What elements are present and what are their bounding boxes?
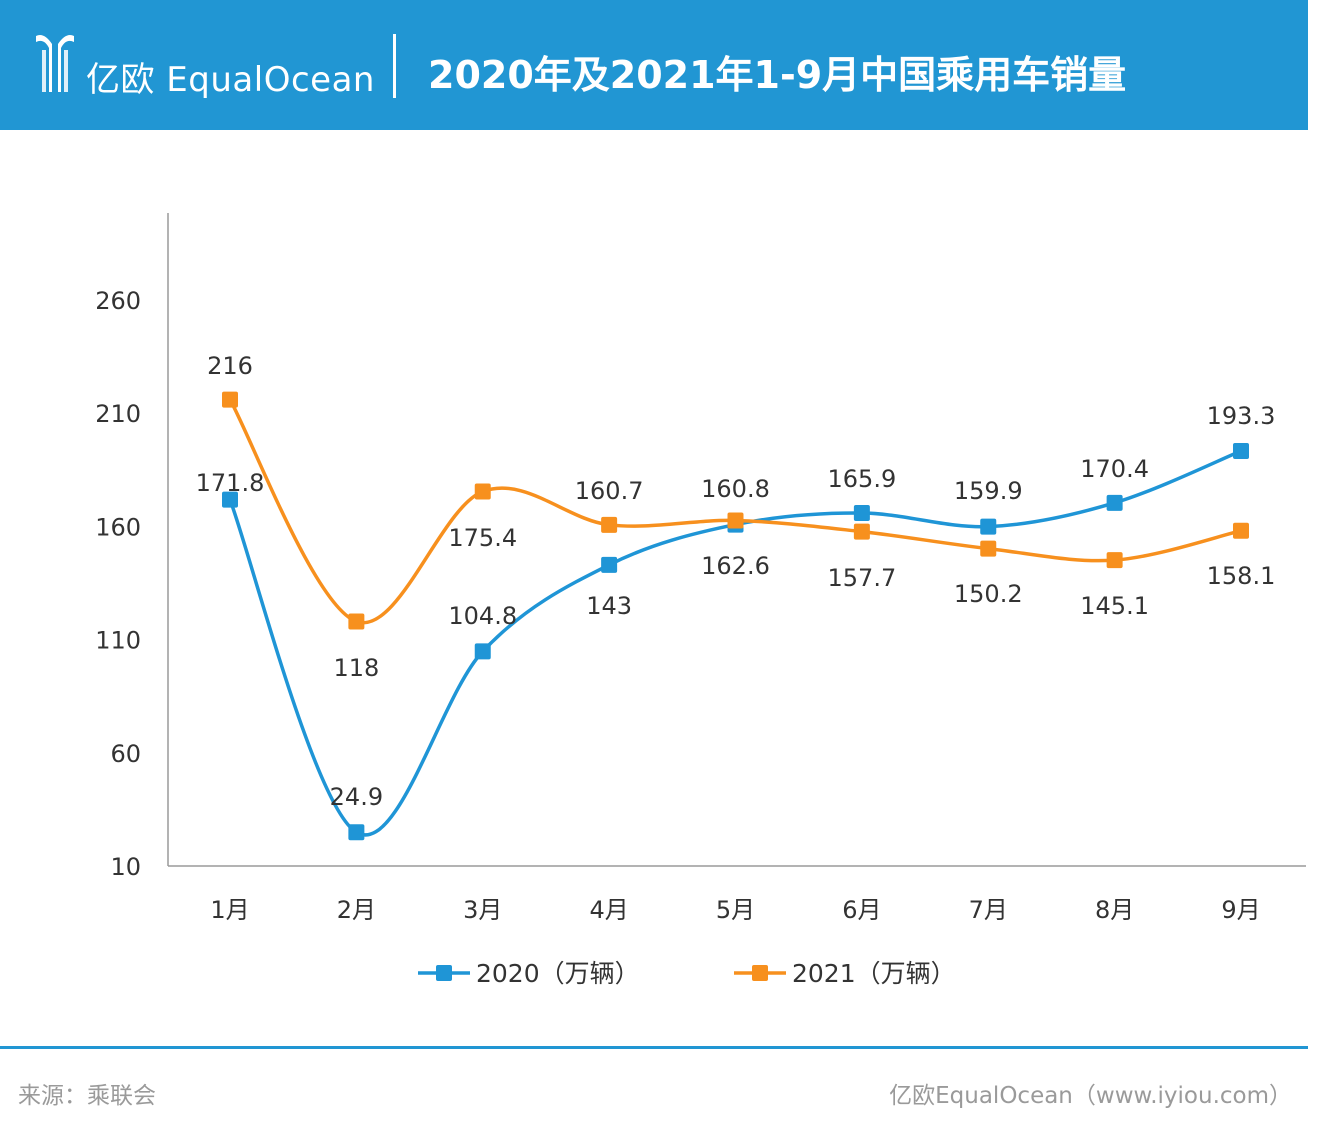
data-label: 165.9 (828, 465, 897, 493)
y-tick-label: 110 (95, 627, 141, 655)
data-point-marker (348, 824, 365, 841)
data-point-marker (1233, 522, 1249, 539)
data-label: 145.1 (1080, 592, 1149, 620)
equalocean-logo-icon (36, 35, 74, 92)
x-tick-label: 7月 (969, 896, 1008, 924)
legend-label-0: 2020（万辆） (476, 959, 640, 988)
page-title: 2020年及2021年1-9月中国乘用车销量 (428, 53, 1127, 97)
data-label: 160.7 (575, 477, 644, 505)
data-point-marker (601, 516, 618, 533)
data-label: 193.3 (1207, 402, 1276, 430)
data-point-marker (474, 643, 491, 660)
data-label: 118 (333, 654, 379, 682)
legend-label-1: 2021（万辆） (792, 959, 956, 988)
data-point-marker (601, 556, 618, 573)
y-tick-label: 60 (110, 740, 141, 768)
data-point-marker (727, 512, 744, 529)
x-tick-label: 1月 (210, 896, 249, 924)
footer-divider (0, 1046, 1308, 1049)
series-markers (222, 391, 1249, 841)
data-point-marker (474, 483, 491, 500)
series-line-0 (228, 449, 1242, 837)
data-label: 160.8 (701, 475, 770, 503)
data-point-marker (348, 613, 365, 630)
brand-name: 亿欧 EqualOcean (86, 60, 375, 100)
y-tick-label: 210 (95, 400, 141, 428)
data-label: 24.9 (330, 783, 383, 811)
y-tick-label: 10 (110, 853, 141, 881)
data-point-marker (222, 391, 238, 408)
header-banner: 亿欧 EqualOcean 2020年及2021年1-9月中国乘用车销量 (0, 0, 1308, 130)
data-label: 143 (586, 592, 632, 620)
data-point-marker (980, 540, 997, 557)
data-labels: 171.8 24.9 104.8 143 160.8 165.9 159.9 170.4 193… (196, 352, 1276, 811)
y-axis-ticks: 10 60 110 160 210 260 (95, 287, 141, 881)
data-point-marker (1106, 494, 1123, 511)
line-chart: 10 60 110 160 210 260 1月 2月 3月 4月 5月 6月 7月 8月 9月 171.… (95, 213, 1306, 988)
legend-marker-1 (752, 965, 768, 981)
data-point-marker (1106, 552, 1123, 569)
data-label: 104.8 (448, 602, 517, 630)
data-label: 157.7 (828, 564, 897, 592)
data-label: 162.6 (701, 552, 770, 580)
data-label: 175.4 (448, 524, 517, 552)
legend-marker-0 (436, 965, 452, 981)
x-tick-label: 3月 (463, 896, 502, 924)
x-tick-label: 8月 (1095, 896, 1134, 924)
data-point-marker (1233, 443, 1249, 460)
y-tick-label: 160 (95, 513, 141, 541)
source-note: 来源：乘联会 (18, 1083, 156, 1109)
x-tick-label: 6月 (842, 896, 881, 924)
data-label: 216 (207, 352, 253, 380)
data-point-marker (853, 523, 870, 540)
data-label: 170.4 (1080, 455, 1149, 483)
data-point-marker (222, 491, 238, 508)
data-point-marker (980, 518, 997, 535)
x-tick-label: 2月 (337, 896, 376, 924)
data-label: 150.2 (954, 580, 1023, 608)
data-label: 159.9 (954, 477, 1023, 505)
x-axis-ticks: 1月 2月 3月 4月 5月 6月 7月 8月 9月 (210, 896, 1260, 924)
header-divider (393, 34, 396, 98)
chart-legend: 2020（万辆） 2021（万辆） (418, 959, 956, 988)
x-tick-label: 4月 (589, 896, 628, 924)
credit-note: 亿欧EqualOcean（www.iyiou.com） (889, 1083, 1292, 1109)
x-tick-label: 5月 (716, 896, 755, 924)
y-tick-label: 260 (95, 287, 141, 315)
data-label: 158.1 (1207, 562, 1276, 590)
x-tick-label: 9月 (1221, 896, 1260, 924)
data-label: 171.8 (196, 469, 265, 497)
data-point-marker (853, 505, 870, 522)
chart-axes (167, 213, 1306, 867)
